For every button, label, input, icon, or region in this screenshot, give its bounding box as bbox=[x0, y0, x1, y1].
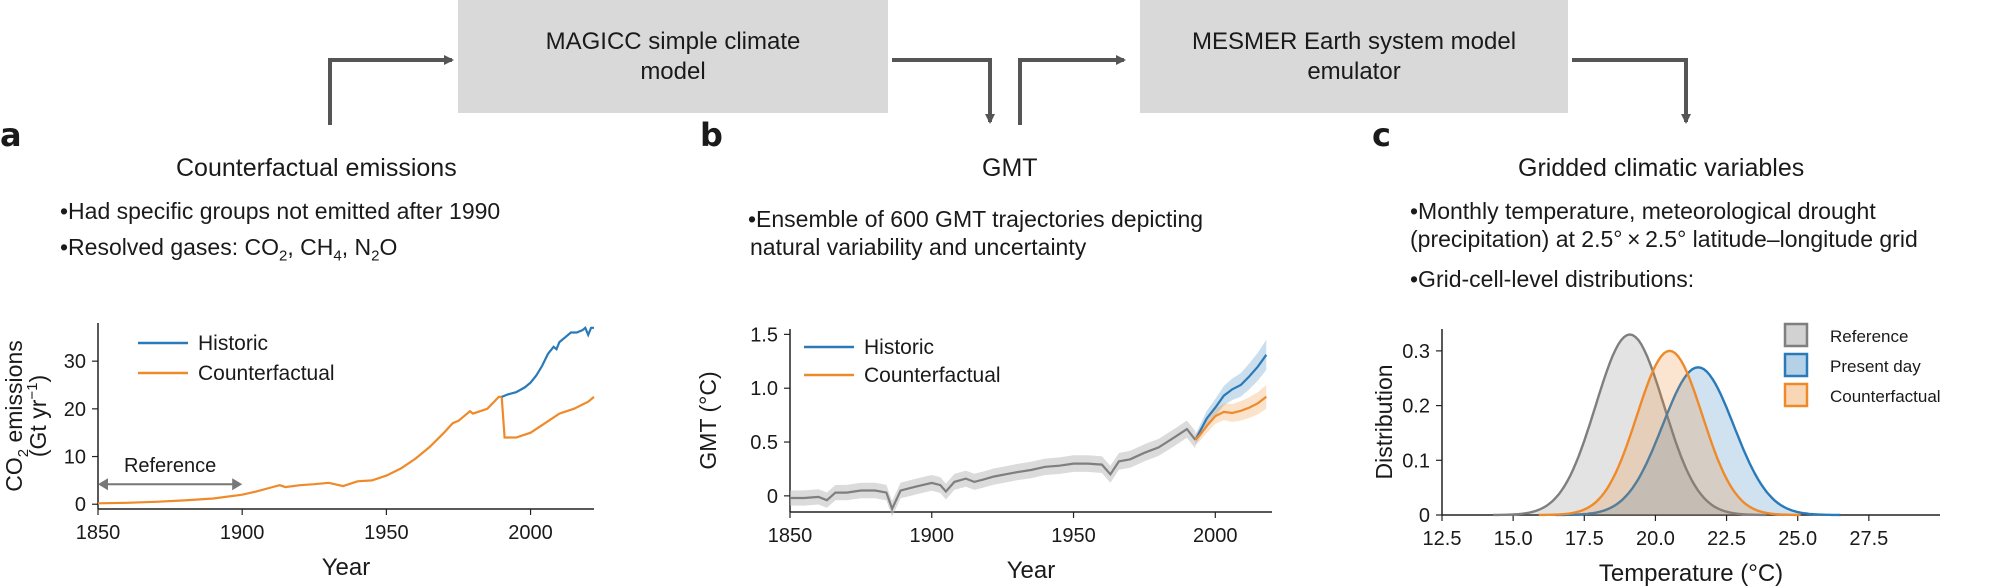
x-tick-label: 22.5 bbox=[1707, 528, 1746, 550]
legend-present-day-swatch bbox=[1783, 352, 1809, 378]
x-tick-label: 1900 bbox=[910, 525, 955, 547]
panel-b-title: GMT bbox=[982, 154, 1038, 182]
counterfactual-series-line bbox=[1194, 395, 1267, 441]
reference-arrow-left-head bbox=[98, 478, 108, 491]
x-tick-label: 27.5 bbox=[1849, 528, 1888, 550]
x-tick-label: 12.5 bbox=[1423, 528, 1462, 550]
historic-series-line bbox=[1194, 354, 1268, 441]
legend-historic-label: Historic bbox=[864, 336, 934, 359]
reference-arrow-right-head bbox=[232, 478, 243, 491]
legend-present-day-label: Present day bbox=[1830, 357, 1921, 376]
mesmer-box-label: MESMER Earth system model emulator bbox=[1191, 27, 1517, 85]
y-tick-label: 20 bbox=[64, 399, 86, 421]
panel-c-bullet-2: •Grid-cell-level distributions: bbox=[1410, 266, 1695, 292]
y-tick-label: 0.1 bbox=[1402, 450, 1430, 472]
x-tick-label: 20.0 bbox=[1636, 528, 1675, 550]
arrow-magicc-to-b bbox=[892, 58, 995, 124]
y-tick-label: 0.5 bbox=[750, 432, 778, 454]
chart-c: 12.5 15.0 17.5 20.0 22.5 25.0 27.5 0 0.1 0.2 0.3 Te… bbox=[1371, 322, 1941, 586]
legend-reference-label: Reference bbox=[1830, 327, 1908, 346]
x-tick-label: 25.0 bbox=[1778, 528, 1817, 550]
panel-a-title: Counterfactual emissions bbox=[176, 154, 457, 182]
x-tick-label: 1850 bbox=[768, 525, 813, 547]
panel-a-bullet-2: •Resolved gases: CO2, CH4, N2O bbox=[60, 234, 398, 265]
counterfactual-distribution-fill bbox=[1538, 350, 1801, 515]
legend-counterfactual-label: Counterfactual bbox=[198, 362, 335, 385]
y-axis-label: GMT (°C) bbox=[695, 371, 721, 469]
x-tick-label: 2000 bbox=[1193, 525, 1238, 547]
chart-a: 1850 1900 1950 2000 0 10 20 30 Year CO2 emissions… bbox=[1, 323, 595, 581]
panel-b-label: b bbox=[700, 116, 723, 154]
y-tick-label: 30 bbox=[64, 351, 86, 373]
counterfactual-uncertainty-band bbox=[1195, 385, 1267, 446]
x-axis-label: Year bbox=[1007, 557, 1056, 584]
x-tick-label: 1850 bbox=[76, 522, 121, 544]
magicc-box-label: MAGICC simple climate model bbox=[545, 27, 801, 85]
panel-c-title: Gridded climatic variables bbox=[1518, 154, 1805, 182]
present-day-distribution-fill bbox=[1555, 367, 1841, 515]
x-tick-label: 2000 bbox=[508, 522, 553, 544]
mesmer-box: MESMER Earth system model emulator bbox=[1140, 0, 1568, 113]
arrow-b-to-mesmer bbox=[1018, 55, 1126, 125]
panel-c-bullet-1: •Monthly temperature, meteorological dro… bbox=[1410, 198, 1876, 224]
y-axis-label: Distribution bbox=[1371, 364, 1397, 479]
y-tick-label: 0 bbox=[767, 486, 778, 508]
y-axis-label: CO2 emissions(Gt yr−1) bbox=[1, 340, 51, 492]
panel-b-bullet-1: •Ensemble of 600 GMT trajectories depict… bbox=[748, 206, 1204, 232]
legend-counterfactual-label: Counterfactual bbox=[1830, 387, 1941, 406]
y-tick-label: 10 bbox=[64, 447, 86, 469]
x-tick-label: 17.5 bbox=[1565, 528, 1604, 550]
x-axis-label: Temperature (°C) bbox=[1599, 560, 1783, 586]
y-tick-label: 0.2 bbox=[1402, 396, 1430, 418]
x-tick-label: 15.0 bbox=[1494, 528, 1533, 550]
panel-b-bullet-1-cont: natural variability and uncertainty bbox=[750, 234, 1087, 260]
panel-c-bullet-1-cont: (precipitation) at 2.5° × 2.5° latitude–… bbox=[1410, 226, 1918, 252]
y-tick-label: 0 bbox=[1419, 505, 1430, 527]
x-tick-label: 1900 bbox=[220, 522, 265, 544]
y-tick-label: 1.0 bbox=[750, 378, 778, 400]
counterfactual-series-line bbox=[97, 395, 595, 505]
chart-b: 1850 1900 1950 2000 0 0.5 1.0 1.5 Year GMT (°C) Hi… bbox=[695, 324, 1272, 584]
counterfactual-distribution-line bbox=[1538, 349, 1801, 517]
reference-annotation: Reference bbox=[124, 455, 216, 477]
y-tick-label: 0.3 bbox=[1402, 341, 1430, 363]
x-axis-label: Year bbox=[322, 554, 371, 581]
legend-counterfactual-label: Counterfactual bbox=[864, 364, 1001, 387]
x-tick-label: 1950 bbox=[1051, 525, 1096, 547]
arrow-mesmer-to-c bbox=[1572, 58, 1691, 124]
legend-reference-swatch bbox=[1783, 322, 1809, 348]
arrow-a-to-magicc bbox=[328, 55, 454, 125]
x-tick-label: 1950 bbox=[364, 522, 409, 544]
panel-a-label: a bbox=[0, 116, 22, 154]
panel-c-label: c bbox=[1372, 116, 1391, 154]
reference-series-line bbox=[790, 427, 1197, 512]
svg-text:CO2 emissions: CO2 emissions bbox=[1, 340, 32, 492]
present-day-distribution-line bbox=[1555, 366, 1841, 517]
reference-distribution-line bbox=[1493, 333, 1767, 517]
legend-historic-label: Historic bbox=[198, 332, 268, 355]
reference-distribution-fill bbox=[1493, 334, 1767, 515]
svg-text:(Gt yr−1): (Gt yr−1) bbox=[24, 375, 51, 457]
historic-series-line bbox=[501, 325, 594, 398]
legend-counterfactual-swatch bbox=[1783, 382, 1809, 408]
y-tick-label: 0 bbox=[75, 494, 86, 516]
panel-a-bullet-1: •Had specific groups not emitted after 1… bbox=[60, 198, 501, 224]
y-tick-label: 1.5 bbox=[750, 324, 778, 346]
historic-uncertainty-band bbox=[1195, 339, 1267, 446]
reference-uncertainty-band bbox=[790, 420, 1196, 517]
magicc-box: MAGICC simple climate model bbox=[458, 0, 888, 113]
